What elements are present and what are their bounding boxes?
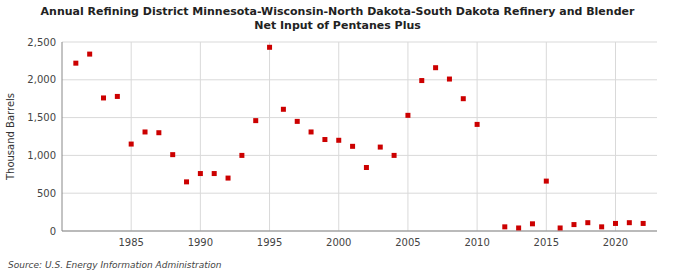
x-tick-label: 1995 [257,237,282,248]
x-tick-label: 2010 [464,237,489,248]
grid-line-y [62,79,657,80]
x-tick-label: 2015 [534,237,559,248]
x-tick-label: 1990 [188,237,213,248]
axes: 0 500 1,000 1,500 2,000 2,500 1985 1990 1995 2000… [27,37,657,249]
point [502,224,507,229]
y-tick-label: 2,000 [27,74,56,85]
x-tick-label: 2000 [326,237,351,248]
y-tick-label: 500 [37,188,56,199]
y-axis-line [62,42,63,231]
y-tick-label: 1,000 [27,150,56,161]
grid-line-y [62,193,657,194]
point [198,171,203,176]
point [322,137,327,142]
y-axis-label: Thousand Barrels [5,93,16,181]
point [475,122,480,127]
point [599,224,604,229]
grid-line-y [62,155,657,156]
x-axis-line [62,231,657,232]
point [239,153,244,158]
point [115,94,120,99]
grid-line-y [62,117,657,118]
x-tick-label: 2005 [395,237,420,248]
point [419,78,424,83]
point [336,138,341,143]
point [571,222,576,227]
point [73,61,78,66]
grid-line-x [407,42,408,231]
grid-line-x [269,42,270,231]
point [101,95,106,100]
point [143,129,148,134]
grid-line-y [62,231,657,232]
point [87,52,92,57]
point [129,142,134,147]
point [309,129,314,134]
point [267,45,272,50]
grid-line-y [62,42,657,43]
point [585,220,590,225]
grid-line-x [546,42,547,231]
y-tick-label: 2,500 [27,37,56,48]
x-tick-label: 1985 [118,237,143,248]
point [558,225,563,230]
title-line: Annual Refining District Minnesota-Wisco… [41,5,635,18]
grid-line-x [615,42,616,231]
point [461,96,466,101]
grid-line-x [477,42,478,231]
point [281,107,286,112]
x-tick-label: 2020 [603,237,628,248]
point [226,176,231,181]
grid [62,42,657,231]
point [364,165,369,170]
points [73,45,645,231]
grid-line-x [338,42,339,231]
y-tick-label: 1,500 [27,112,56,123]
point [184,179,189,184]
point [516,225,521,230]
chart: Annual Refining District Minnesota-Wisco… [0,0,675,275]
background [0,0,675,275]
point [544,179,549,184]
y-tick-label: 0 [50,226,56,237]
point [627,220,632,225]
point [447,77,452,82]
point [641,221,646,226]
grid-line-x [200,42,201,231]
source: Source: U.S. Energy Information Administ… [8,260,222,270]
title-line: Net Input of Pentanes Plus [254,19,421,32]
point [392,153,397,158]
point [170,152,175,157]
point [613,221,618,226]
point [212,171,217,176]
point [295,119,300,124]
point [530,221,535,226]
point [378,145,383,150]
point [350,144,355,149]
point [156,130,161,135]
title: Annual Refining District Minnesota-Wisco… [41,5,635,32]
point [253,118,258,123]
point [405,113,410,118]
point [433,65,438,70]
grid-line-x [131,42,132,231]
